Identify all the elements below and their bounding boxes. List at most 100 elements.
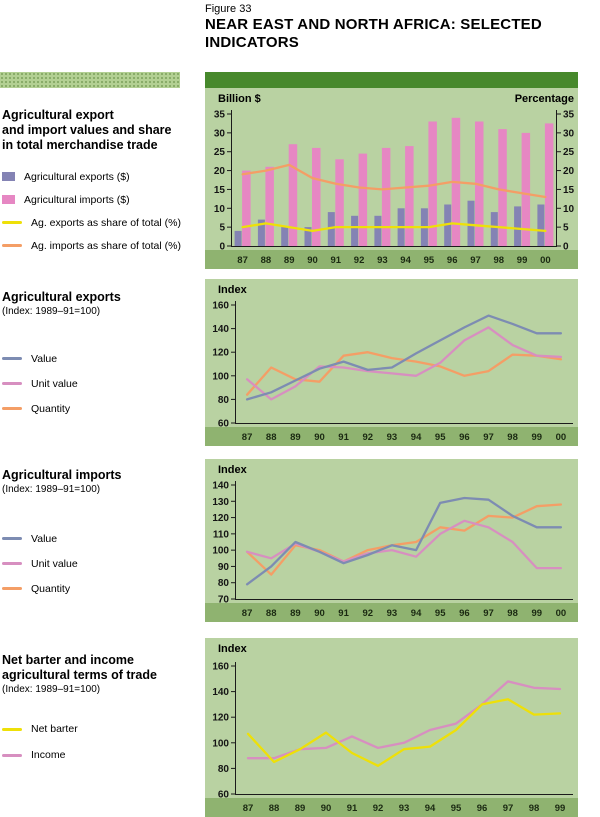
svg-text:87: 87 [237, 255, 248, 266]
svg-text:92: 92 [363, 608, 374, 619]
agricultural-imports-chart-plot: 70 80 90 100 110 120 130 140 87 88 89 90 91 92 93 94 95 9… [205, 481, 578, 622]
svg-text:25: 25 [214, 147, 226, 158]
svg-text:97: 97 [503, 803, 514, 814]
svg-text:100: 100 [212, 546, 229, 557]
terms-of-trade-chart-head: Index [205, 638, 578, 658]
svg-text:87: 87 [243, 803, 254, 814]
svg-text:99: 99 [532, 608, 543, 619]
svg-text:91: 91 [338, 432, 349, 443]
legend-item-unit-value: Unit value [2, 371, 204, 396]
svg-text:00: 00 [556, 432, 567, 443]
svg-text:98: 98 [494, 255, 505, 266]
svg-text:120: 120 [212, 513, 229, 524]
line-swatch [2, 587, 22, 590]
svg-text:88: 88 [261, 255, 272, 266]
legend-item-quantity: Quantity [2, 396, 204, 421]
svg-text:110: 110 [213, 529, 230, 540]
svg-text:96: 96 [459, 608, 470, 619]
legend: Value Unit value Quantity [2, 526, 204, 601]
sidebar-section-agricultural-exports: Agricultural exports (Index: 1989–91=100)… [2, 290, 204, 421]
legend-label: Value [31, 352, 58, 365]
svg-text:94: 94 [411, 432, 422, 443]
figure-title-line-2: INDICATORS [205, 33, 299, 51]
svg-text:96: 96 [447, 255, 458, 266]
line-swatch [2, 537, 22, 540]
svg-text:95: 95 [451, 803, 462, 814]
svg-text:98: 98 [507, 608, 518, 619]
line-swatch [2, 357, 22, 360]
figure-title: NEAR EAST AND NORTH AFRICA: SELECTED IND… [205, 16, 585, 51]
svg-text:100: 100 [212, 371, 229, 382]
legend-label: Ag. imports as share of total (%) [31, 239, 181, 252]
legend-label: Value [31, 532, 58, 545]
figure-title-line-1: NEAR EAST AND NORTH AFRICA: SELECTED [205, 16, 542, 33]
figure-number-label: Figure 33 [205, 3, 252, 15]
legend-item-ag-imports-as-share-of-total: Ag. imports as share of total (%) [2, 234, 204, 257]
svg-text:140: 140 [212, 481, 229, 492]
legend-label: Net barter [31, 723, 78, 735]
svg-text:80: 80 [218, 395, 230, 406]
sidebar-section-terms-of-trade: Net barter and income agricultural terms … [2, 653, 204, 768]
svg-text:91: 91 [331, 255, 342, 266]
svg-text:100: 100 [212, 738, 229, 749]
legend: Value Unit value Quantity [2, 346, 204, 421]
line-swatch [2, 407, 22, 410]
svg-text:30: 30 [563, 128, 575, 139]
legend-item-value: Value [2, 526, 204, 551]
left-axis-unit-label: Billion $ [218, 93, 261, 105]
line-swatch [2, 244, 22, 247]
svg-text:00: 00 [540, 255, 551, 266]
legend-label: Income [31, 749, 66, 761]
svg-text:93: 93 [399, 803, 410, 814]
svg-text:140: 140 [212, 324, 229, 335]
svg-text:10: 10 [214, 204, 226, 215]
svg-text:60: 60 [218, 419, 230, 430]
section-heading-line: Agricultural imports [2, 468, 122, 482]
svg-text:93: 93 [387, 608, 398, 619]
line-swatch [2, 382, 22, 385]
svg-text:91: 91 [347, 803, 358, 814]
legend-item-value: Value [2, 346, 204, 371]
svg-text:89: 89 [295, 803, 306, 814]
index-axis-label: Index [218, 643, 247, 655]
legend-label: Agricultural imports ($) [24, 193, 130, 206]
svg-text:10: 10 [563, 204, 575, 215]
sidebar-section-agricultural-imports: Agricultural imports (Index: 1989–91=100)… [2, 468, 204, 601]
svg-text:20: 20 [214, 166, 226, 177]
header-accent-bar [205, 72, 578, 88]
svg-text:89: 89 [284, 255, 295, 266]
svg-text:95: 95 [435, 608, 446, 619]
legend-label: Ag. exports as share of total (%) [31, 216, 181, 229]
section-heading-line: Agricultural export [2, 108, 114, 122]
section-heading-line: Net barter and income [2, 653, 134, 667]
legend-label: Agricultural exports ($) [24, 170, 130, 183]
svg-text:97: 97 [483, 608, 494, 619]
svg-text:87: 87 [242, 432, 253, 443]
svg-text:60: 60 [218, 790, 230, 801]
svg-text:98: 98 [529, 803, 540, 814]
line-swatch [2, 562, 22, 565]
legend-item-income: Income [2, 742, 204, 768]
line-swatch [2, 221, 22, 224]
svg-text:99: 99 [555, 803, 566, 814]
svg-text:96: 96 [477, 803, 488, 814]
svg-text:94: 94 [425, 803, 436, 814]
legend-item-agricultural-imports: Agricultural imports ($) [2, 188, 204, 211]
svg-text:5: 5 [219, 223, 225, 234]
legend-label: Unit value [31, 557, 78, 570]
svg-text:88: 88 [266, 608, 277, 619]
legend: Agricultural exports ($) Agricultural imp… [2, 165, 204, 257]
svg-text:97: 97 [483, 432, 494, 443]
legend-item-ag-exports-as-share-of-total: Ag. exports as share of total (%) [2, 211, 204, 234]
trade-values-chart-head: Billion $ Percentage [205, 88, 578, 108]
section-subtitle: (Index: 1989–91=100) [2, 306, 101, 317]
section-heading-line: and import values and share [2, 123, 172, 137]
legend-item-unit-value: Unit value [2, 551, 204, 576]
section-subtitle: (Index: 1989–91=100) [2, 684, 101, 695]
agricultural-exports-chart-head: Index [205, 279, 578, 299]
svg-text:70: 70 [218, 595, 230, 606]
svg-text:25: 25 [563, 147, 575, 158]
svg-text:93: 93 [377, 255, 388, 266]
